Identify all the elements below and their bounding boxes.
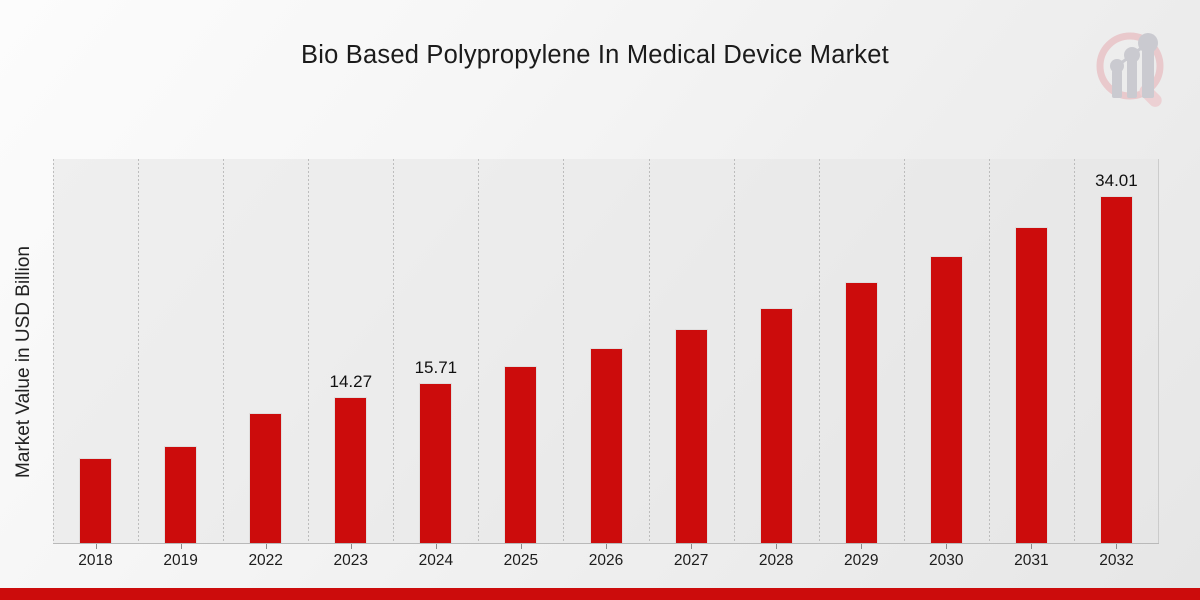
gridline <box>223 159 225 543</box>
x-tick-mark <box>435 544 437 549</box>
bar-value-label-2024: 15.71 <box>414 357 458 377</box>
gridline <box>988 159 990 543</box>
x-tick-mark <box>350 544 352 549</box>
x-tick-mark <box>776 544 778 549</box>
x-tick-label-2031: 2031 <box>1014 552 1049 569</box>
bar-2026[interactable] <box>589 347 623 543</box>
x-tick-mark <box>1116 544 1118 549</box>
x-tick-mark <box>520 544 522 549</box>
gridline <box>478 159 480 543</box>
x-tick-label-2022: 2022 <box>248 552 283 569</box>
magnifier-bar-chart-logo <box>1086 22 1182 118</box>
x-tick-mark <box>691 544 693 549</box>
bar-2031[interactable] <box>1014 226 1048 543</box>
bar-value-label-2023: 14.27 <box>329 372 373 392</box>
x-tick-label-2023: 2023 <box>333 552 368 569</box>
x-tick-label-2019: 2019 <box>163 552 198 569</box>
bar-2025[interactable] <box>504 365 538 543</box>
bar-2028[interactable] <box>759 307 793 543</box>
x-tick-mark <box>1031 544 1033 549</box>
x-axis-line <box>53 543 1159 544</box>
x-tick-mark <box>606 544 607 549</box>
bar-2023[interactable] <box>334 397 368 543</box>
x-tick-label-2026: 2026 <box>588 552 624 569</box>
x-tick-mark <box>95 544 97 549</box>
x-tick-label-2018: 2018 <box>78 552 113 569</box>
gridline <box>648 159 650 543</box>
bar-2027[interactable] <box>674 328 708 543</box>
gridline <box>53 159 54 543</box>
x-tick-label-2032: 2032 <box>1099 552 1134 569</box>
x-tick-mark <box>265 544 267 549</box>
y-axis-title: Market Value in USD Billion <box>13 246 34 478</box>
bar-2032[interactable] <box>1099 195 1133 543</box>
x-tick-label-2027: 2027 <box>673 552 709 569</box>
bar-2024[interactable] <box>419 382 453 543</box>
gridline <box>903 159 905 543</box>
gridline <box>308 159 310 543</box>
gridline <box>563 159 565 543</box>
bar-2030[interactable] <box>929 255 963 543</box>
plot-area <box>53 159 1159 543</box>
gridline <box>1073 159 1075 543</box>
x-tick-label-2025: 2025 <box>503 552 539 569</box>
x-tick-label-2024: 2024 <box>418 552 454 569</box>
gridline <box>733 159 735 543</box>
page-title: Bio Based Polypropylene In Medical Devic… <box>301 41 889 69</box>
x-tick-mark <box>180 544 182 549</box>
gridline <box>818 159 820 543</box>
gridline <box>393 159 395 543</box>
x-tick-label-2030: 2030 <box>929 552 964 569</box>
bar-2029[interactable] <box>844 281 878 543</box>
bar-value-label-2032: 34.01 <box>1095 170 1138 190</box>
bar-2018[interactable] <box>79 457 113 543</box>
gridline <box>138 159 140 543</box>
x-tick-label-2029: 2029 <box>843 552 879 569</box>
x-tick-mark <box>861 544 863 549</box>
bottom-accent-band <box>0 588 1200 600</box>
bar-2022[interactable] <box>249 412 283 543</box>
x-tick-mark <box>946 544 948 549</box>
bar-2019[interactable] <box>164 445 198 543</box>
x-tick-label-2028: 2028 <box>758 552 794 569</box>
